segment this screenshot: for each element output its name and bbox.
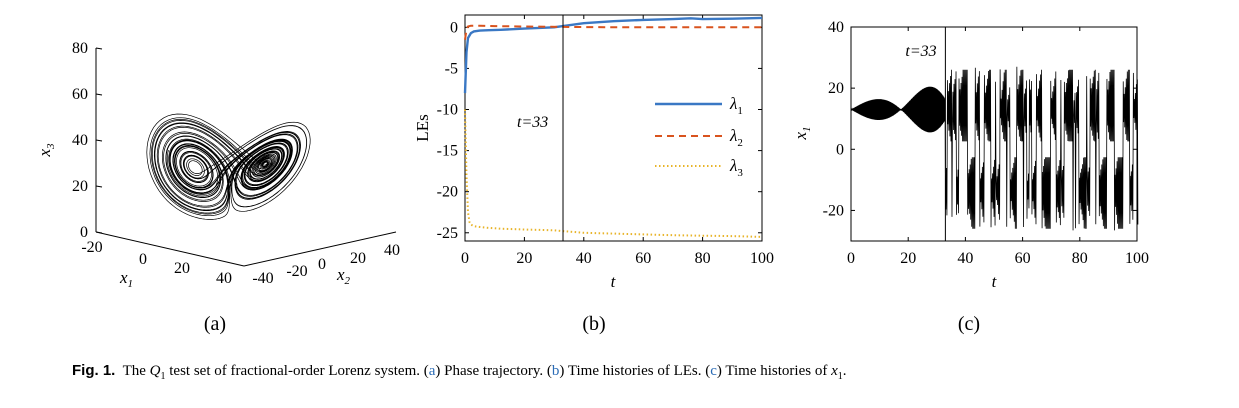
panel-b-x-tick-label: 40 <box>576 250 592 267</box>
panel-a-z-label: x3 <box>35 143 57 158</box>
panel-a-y-tick-label: 40 <box>384 242 400 259</box>
panel-b-label: (b) <box>582 313 605 335</box>
panel-b-y-tick-label: -25 <box>437 225 458 242</box>
panel-a-x-label: x1 <box>119 268 133 290</box>
panel-c-x1-trace <box>850 66 1139 231</box>
panel-b-y-tick-label: 0 <box>450 19 458 36</box>
panel-c-y-tick-label: 20 <box>828 80 844 97</box>
caption-text-1: The <box>122 363 150 379</box>
panel-c-x-tick-label: 80 <box>1072 250 1088 267</box>
panel-b-y-tick-label: -10 <box>437 102 458 119</box>
panel-b-legend: λ1 λ2 λ3 <box>655 94 743 179</box>
panel-c-vline-label: t=33 <box>905 43 936 60</box>
panel-b-series-lambda1 <box>463 16 763 94</box>
panel-a-y-tick-label: 20 <box>350 250 366 267</box>
panel-b-xlabel: t <box>611 272 617 291</box>
panel-a-z-tick <box>95 47 103 50</box>
caption-link-a[interactable]: a <box>428 363 436 379</box>
panel-a-label: (a) <box>204 313 226 335</box>
panel-c-x-tick-label: 0 <box>847 250 855 267</box>
panel-b-vline-label: t=33 <box>517 114 548 131</box>
caption-x-symbol: x <box>831 363 838 379</box>
panel-a-y-tick-label: -20 <box>286 263 307 280</box>
panel-b-ylabel: LEs <box>413 114 432 141</box>
panel-a-z-tick-label: 80 <box>72 40 88 57</box>
panel-b-series-lambda2 <box>464 24 762 40</box>
panel-a-z-tick-label: 20 <box>72 178 88 195</box>
panel-a-y-tick-label: 0 <box>318 256 326 273</box>
caption-text-3: ) Phase trajectory. ( <box>435 363 552 379</box>
panel-a-y-tick-label: -40 <box>252 270 273 287</box>
panel-b-legend-label: λ3 <box>729 156 743 179</box>
panel-b-legend-label: λ2 <box>729 126 743 149</box>
panel-c-ylabel: x1 <box>791 126 813 140</box>
figure-caption: Fig. 1. The Q1 test set of fractional-or… <box>72 362 1172 382</box>
panel-a-x-axis <box>95 231 245 267</box>
panel-b-x-tick-label: 20 <box>516 250 532 267</box>
panel-a-x-tick-label: 40 <box>216 270 232 287</box>
panel-a-x-tick-label: 20 <box>174 260 190 277</box>
panel-c-y-tick-label: 40 <box>828 19 844 36</box>
caption-fig-label: Fig. 1. <box>72 362 116 379</box>
caption-link-c[interactable]: c <box>710 363 717 379</box>
caption-link-b[interactable]: b <box>551 363 560 379</box>
panel-a-z-tick-label: 0 <box>80 224 88 241</box>
panel-c-x-tick-label: 20 <box>900 250 916 267</box>
panel-a-z-tick <box>95 231 103 234</box>
panel-c-y-tick-label: 0 <box>836 141 844 158</box>
panel-b-chart: 0 20 40 60 80 100 0 -5 -10 -15 -20 -25 t=33 LEs t λ… <box>413 14 774 335</box>
panel-b-legend-label: λ1 <box>729 94 743 117</box>
panel-a-z-tick <box>95 93 103 96</box>
caption-q-symbol: Q <box>149 363 161 379</box>
panel-a-y-label: x2 <box>336 265 351 287</box>
panel-c-label: (c) <box>958 313 980 335</box>
caption-text-5: ) Time histories of <box>716 363 832 379</box>
panel-a-y-axis <box>243 231 397 267</box>
panel-a-z-tick-label: 60 <box>72 86 88 103</box>
panel-b-x-tick-label: 80 <box>695 250 711 267</box>
panel-c-plot-frame <box>850 26 1138 242</box>
panel-a-x-tick-label: -20 <box>81 239 102 256</box>
panel-c-xlabel: t <box>992 272 998 291</box>
panel-c-x-tick-label: 100 <box>1125 250 1149 267</box>
panel-b-y-tick-label: -5 <box>445 60 458 77</box>
panel-a-x-tick-label: 0 <box>139 251 147 268</box>
panel-c-x-tick-label: 60 <box>1015 250 1031 267</box>
caption-text-6: . <box>842 363 847 379</box>
panel-b-x-tick-label: 0 <box>461 250 469 267</box>
panel-b-x-tick-label: 100 <box>750 250 774 267</box>
caption-text-4: ) Time histories of LEs. ( <box>559 363 711 379</box>
panel-a-z-tick <box>95 185 103 188</box>
panel-b-series-lambda3 <box>464 109 763 238</box>
panel-b-y-tick-label: -15 <box>437 143 458 160</box>
caption-text-2: test set of fractional-order Lorenz syst… <box>165 363 429 379</box>
panel-c-chart: 0 20 40 60 80 100 40 20 0 -20 t=33 x1 t (c) <box>791 19 1149 335</box>
panel-a-trajectory-path <box>146 113 311 220</box>
panel-a-z-tick-label: 40 <box>72 132 88 149</box>
panel-c-x-tick-label: 40 <box>957 250 973 267</box>
panel-b-y-tick-label: -20 <box>437 184 458 201</box>
panel-b-plot-frame <box>464 14 763 242</box>
panel-a-attractor-trajectory <box>146 113 311 220</box>
panel-a-z-tick <box>95 139 103 142</box>
panel-c-y-tick-label: -20 <box>823 202 844 219</box>
caption-q-sub: 1 <box>160 371 166 382</box>
caption-x-sub: 1 <box>837 371 843 382</box>
panel-b-x-tick-label: 60 <box>635 250 651 267</box>
